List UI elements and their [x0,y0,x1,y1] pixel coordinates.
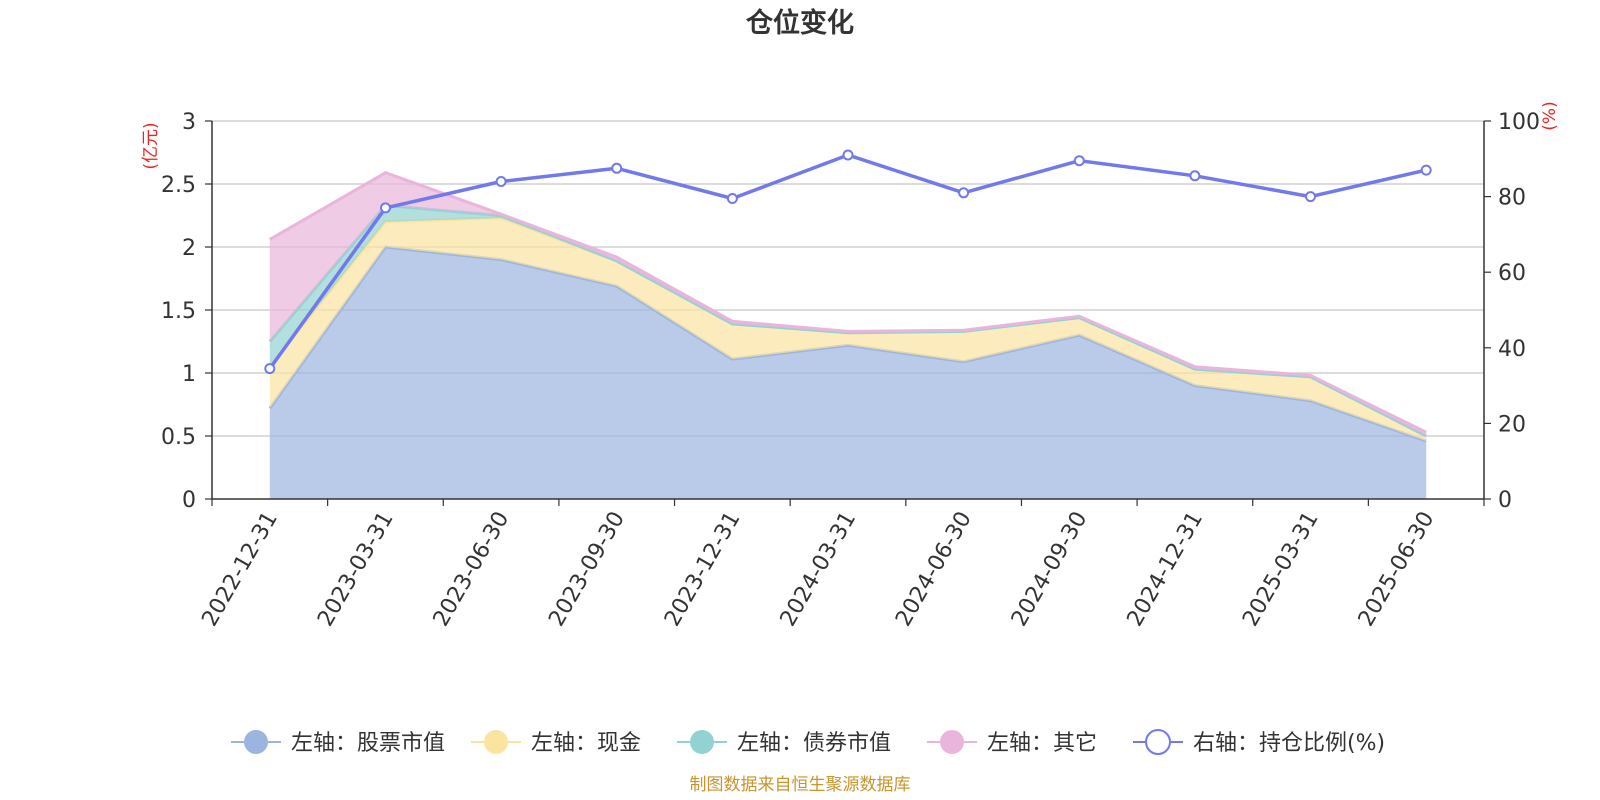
ratio-point [611,162,623,174]
legend-label: 右轴：持仓比例(%) [1193,731,1385,756]
right-tick-label: 40 [1498,337,1526,362]
area-1 [269,218,1427,441]
legend-circle-icon [690,730,714,754]
left-tick-label: 2.5 [161,173,196,198]
right-axis-unit: (%) [1540,101,1560,130]
left-tick-label: 0 [182,488,196,513]
x-tick-label: 2022-12-31 [197,508,283,631]
stacked-areas [268,171,1427,499]
legend-item-1: 左轴：现金 [471,730,641,756]
ratio-point [1189,170,1201,182]
right-tick-label: 0 [1498,488,1512,513]
x-tick-label: 2024-06-30 [891,508,977,631]
ratio-point [1305,191,1316,203]
legend-item-0: 左轴：股票市值 [231,730,445,756]
ratio-point [495,176,507,187]
ratio-point [380,202,391,214]
ratio-point [958,187,970,199]
legend-circle-icon [484,730,508,754]
x-tick-label: 2023-12-31 [660,508,746,631]
x-tick-label: 2023-03-31 [313,508,399,631]
legend-item-3: 左轴：其它 [927,730,1097,756]
legend-circle-icon [244,730,268,754]
legend: 左轴：股票市值 左轴：现金 左轴：债券市值 左轴：其它 右轴：持仓比例(%) [231,729,1385,756]
x-tick-label: 2025-03-31 [1238,508,1324,631]
left-tick-label: 1 [182,362,196,387]
legend-item-2: 左轴：债券市值 [677,730,891,756]
left-tick-label: 0.5 [161,425,196,450]
ratio-point [1073,155,1085,167]
right-tick-label: 60 [1498,261,1526,286]
right-tick-label: 20 [1498,412,1526,437]
axes [205,120,1491,506]
legend-circle-icon [940,730,964,754]
left-tick-label: 3 [182,110,196,135]
ratio-point [842,149,854,161]
legend-item-4: 右轴：持仓比例(%) [1133,729,1385,756]
area-0 [269,247,1427,499]
right-tick-label: 80 [1498,186,1526,211]
left-tick-label: 2 [182,236,196,261]
area-edge-3 [269,171,1427,434]
ratio-point [1420,164,1432,176]
chart-title: 仓位变化 [745,7,854,39]
position-ratio-line [264,149,1432,375]
ratio-point [264,363,276,375]
legend-label: 左轴：现金 [531,731,641,756]
area-3 [269,172,1427,436]
left-axis-unit: (亿元) [141,122,161,169]
left-tick-label: 1.5 [161,299,196,324]
legend-label: 左轴：股票市值 [291,731,445,756]
x-tick-label: 2024-12-31 [1123,508,1209,631]
x-tick-label: 2023-09-30 [544,508,630,631]
legend-label: 左轴：其它 [987,731,1097,756]
x-tick-label: 2023-06-30 [429,508,515,631]
right-tick-label: 100 [1498,110,1540,135]
x-tick-label: 2025-06-30 [1354,508,1440,631]
legend-label: 左轴：债券市值 [737,731,891,756]
ratio-point [726,193,738,204]
legend-hollow-circle-icon [1145,729,1171,755]
x-tick-label: 2024-03-31 [776,508,862,631]
data-source-note: 制图数据来自恒生聚源数据库 [690,775,911,795]
x-tick-label: 2024-09-30 [1007,508,1093,631]
